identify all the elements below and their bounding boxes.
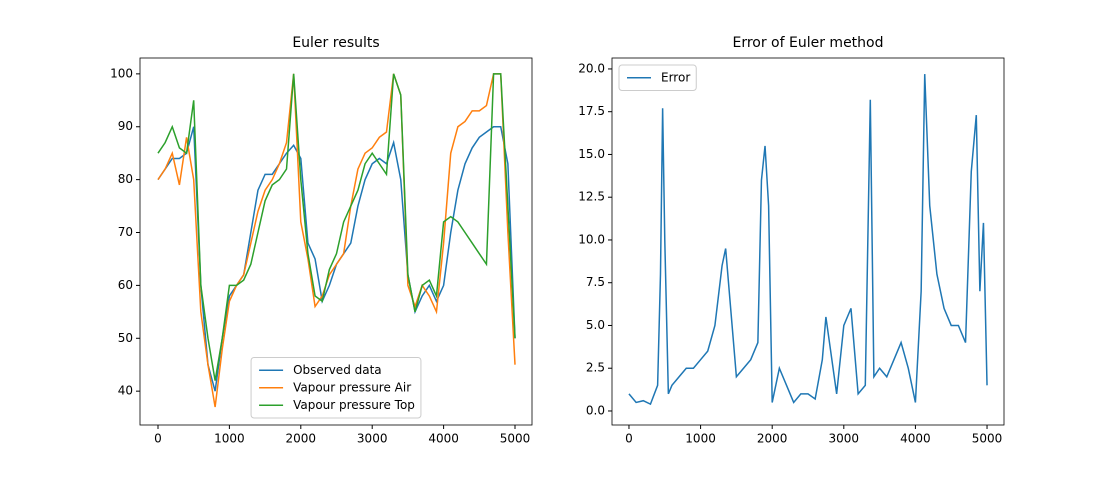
chart-title: Euler results (292, 35, 379, 51)
x-tick-label: 3000 (357, 432, 388, 446)
y-tick-label: 60 (118, 278, 133, 292)
x-tick-label: 1000 (214, 432, 245, 446)
axes-frame (139, 57, 533, 426)
legend-box (250, 357, 422, 419)
data-line (157, 73, 516, 408)
y-tick-label: 17.5 (578, 104, 605, 118)
legend: Observed data Vapour pressure Air Vapour p… (250, 357, 422, 419)
x-tick-label: 2000 (757, 432, 788, 446)
y-tick-label: 10.0 (578, 232, 605, 246)
y-tick-label: 7.5 (586, 275, 605, 289)
y-tick-label: 0.0 (586, 403, 605, 417)
axes-frame (611, 57, 1005, 426)
y-tick-label: 90 (118, 119, 133, 133)
x-tick-label: 5000 (972, 432, 1003, 446)
x-tick-label: 4000 (900, 432, 931, 446)
x-tick-label: 3000 (829, 432, 860, 446)
data-line (157, 126, 516, 392)
plot-area (628, 74, 988, 406)
data-line (157, 73, 516, 381)
legend: Error (618, 64, 697, 91)
y-tick-label: 15.0 (578, 147, 605, 161)
y-tick-label: 40 (118, 384, 133, 398)
subplot: Error of Euler method 0 1000 2000 3000 4000 50… (578, 35, 1005, 446)
x-tick-label: 5000 (500, 432, 531, 446)
y-tick-label: 100 (110, 66, 133, 80)
legend-label: Vapour pressure Top (293, 398, 415, 412)
x-tick-label: 2000 (286, 432, 317, 446)
legend-box (618, 64, 697, 91)
x-tick-label: 0 (625, 432, 633, 446)
plot-area (157, 73, 516, 408)
legend-label: Vapour pressure Air (293, 380, 411, 394)
chart-title: Error of Euler method (732, 35, 883, 51)
legend-label: Error (661, 70, 690, 84)
data-line (628, 74, 988, 406)
y-tick-label: 2.5 (586, 361, 605, 375)
y-tick-label: 80 (118, 172, 133, 186)
y-tick-label: 5.0 (586, 318, 605, 332)
subplot: Euler results 0 1000 2000 3000 4000 5000 40 50 60… (110, 35, 533, 446)
legend-label: Observed data (293, 363, 382, 377)
x-tick-label: 0 (154, 432, 162, 446)
y-tick-label: 20.0 (578, 61, 605, 75)
y-tick-label: 70 (118, 225, 133, 239)
y-tick-label: 50 (118, 331, 133, 345)
x-tick-label: 4000 (428, 432, 459, 446)
x-tick-label: 1000 (685, 432, 716, 446)
y-tick-label: 12.5 (578, 190, 605, 204)
